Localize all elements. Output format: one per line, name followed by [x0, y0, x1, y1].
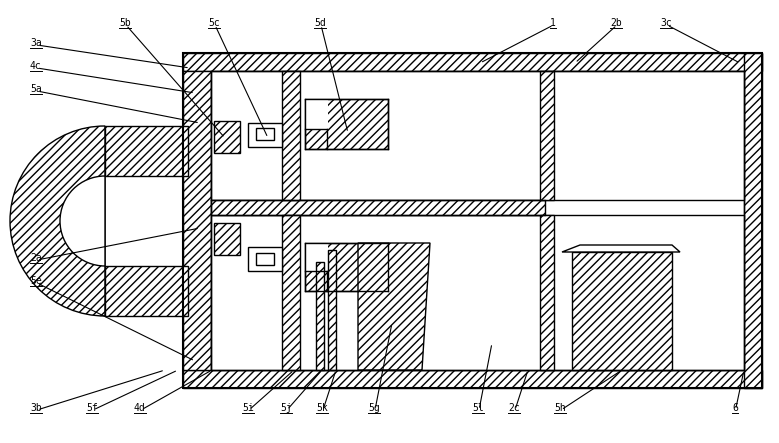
Text: 5l: 5l	[472, 403, 484, 413]
Text: 4d: 4d	[134, 403, 146, 413]
Bar	[256, 253, 274, 265]
Text: 5b: 5b	[119, 18, 131, 28]
Text: 5g: 5g	[368, 403, 379, 413]
Text: 1: 1	[550, 18, 556, 28]
Bar	[328, 250, 336, 370]
Text: 4c: 4c	[30, 61, 42, 71]
Bar	[540, 215, 554, 370]
Text: 5d: 5d	[314, 18, 326, 28]
Text: 5f: 5f	[86, 403, 97, 413]
Bar	[105, 126, 188, 176]
Bar	[211, 200, 545, 215]
Bar	[305, 243, 388, 291]
Text: 5c: 5c	[208, 18, 220, 28]
Text: 5h: 5h	[554, 403, 566, 413]
Text: 5a: 5a	[30, 84, 42, 94]
Bar	[282, 215, 300, 370]
Text: 2c: 2c	[508, 403, 520, 413]
Bar	[214, 121, 240, 153]
Bar	[211, 215, 744, 370]
Polygon shape	[358, 243, 430, 370]
Text: 2a: 2a	[30, 253, 42, 263]
Bar	[214, 223, 240, 255]
Text: 5i: 5i	[242, 403, 254, 413]
Bar	[183, 53, 762, 388]
Bar	[306, 243, 328, 271]
Bar	[305, 99, 388, 149]
Polygon shape	[562, 245, 680, 252]
Bar	[211, 71, 744, 200]
Bar	[282, 71, 300, 200]
Text: 3a: 3a	[30, 38, 42, 48]
Bar	[248, 123, 282, 147]
Wedge shape	[60, 176, 105, 266]
Bar	[183, 53, 762, 71]
Text: 3b: 3b	[30, 403, 42, 413]
Text: 6: 6	[732, 403, 738, 413]
Text: 5k: 5k	[316, 403, 328, 413]
Bar	[248, 247, 282, 271]
Bar	[183, 71, 211, 370]
Text: 5e: 5e	[30, 276, 42, 286]
Bar	[256, 128, 274, 140]
Text: 5j: 5j	[280, 403, 292, 413]
Text: 3c: 3c	[660, 18, 671, 28]
Bar	[540, 71, 554, 200]
Wedge shape	[10, 126, 105, 316]
Bar	[306, 99, 328, 129]
Bar	[744, 53, 762, 388]
Bar	[572, 252, 672, 370]
Bar	[105, 266, 188, 316]
Text: 2b: 2b	[610, 18, 622, 28]
Bar	[316, 262, 324, 370]
Bar	[183, 370, 762, 388]
